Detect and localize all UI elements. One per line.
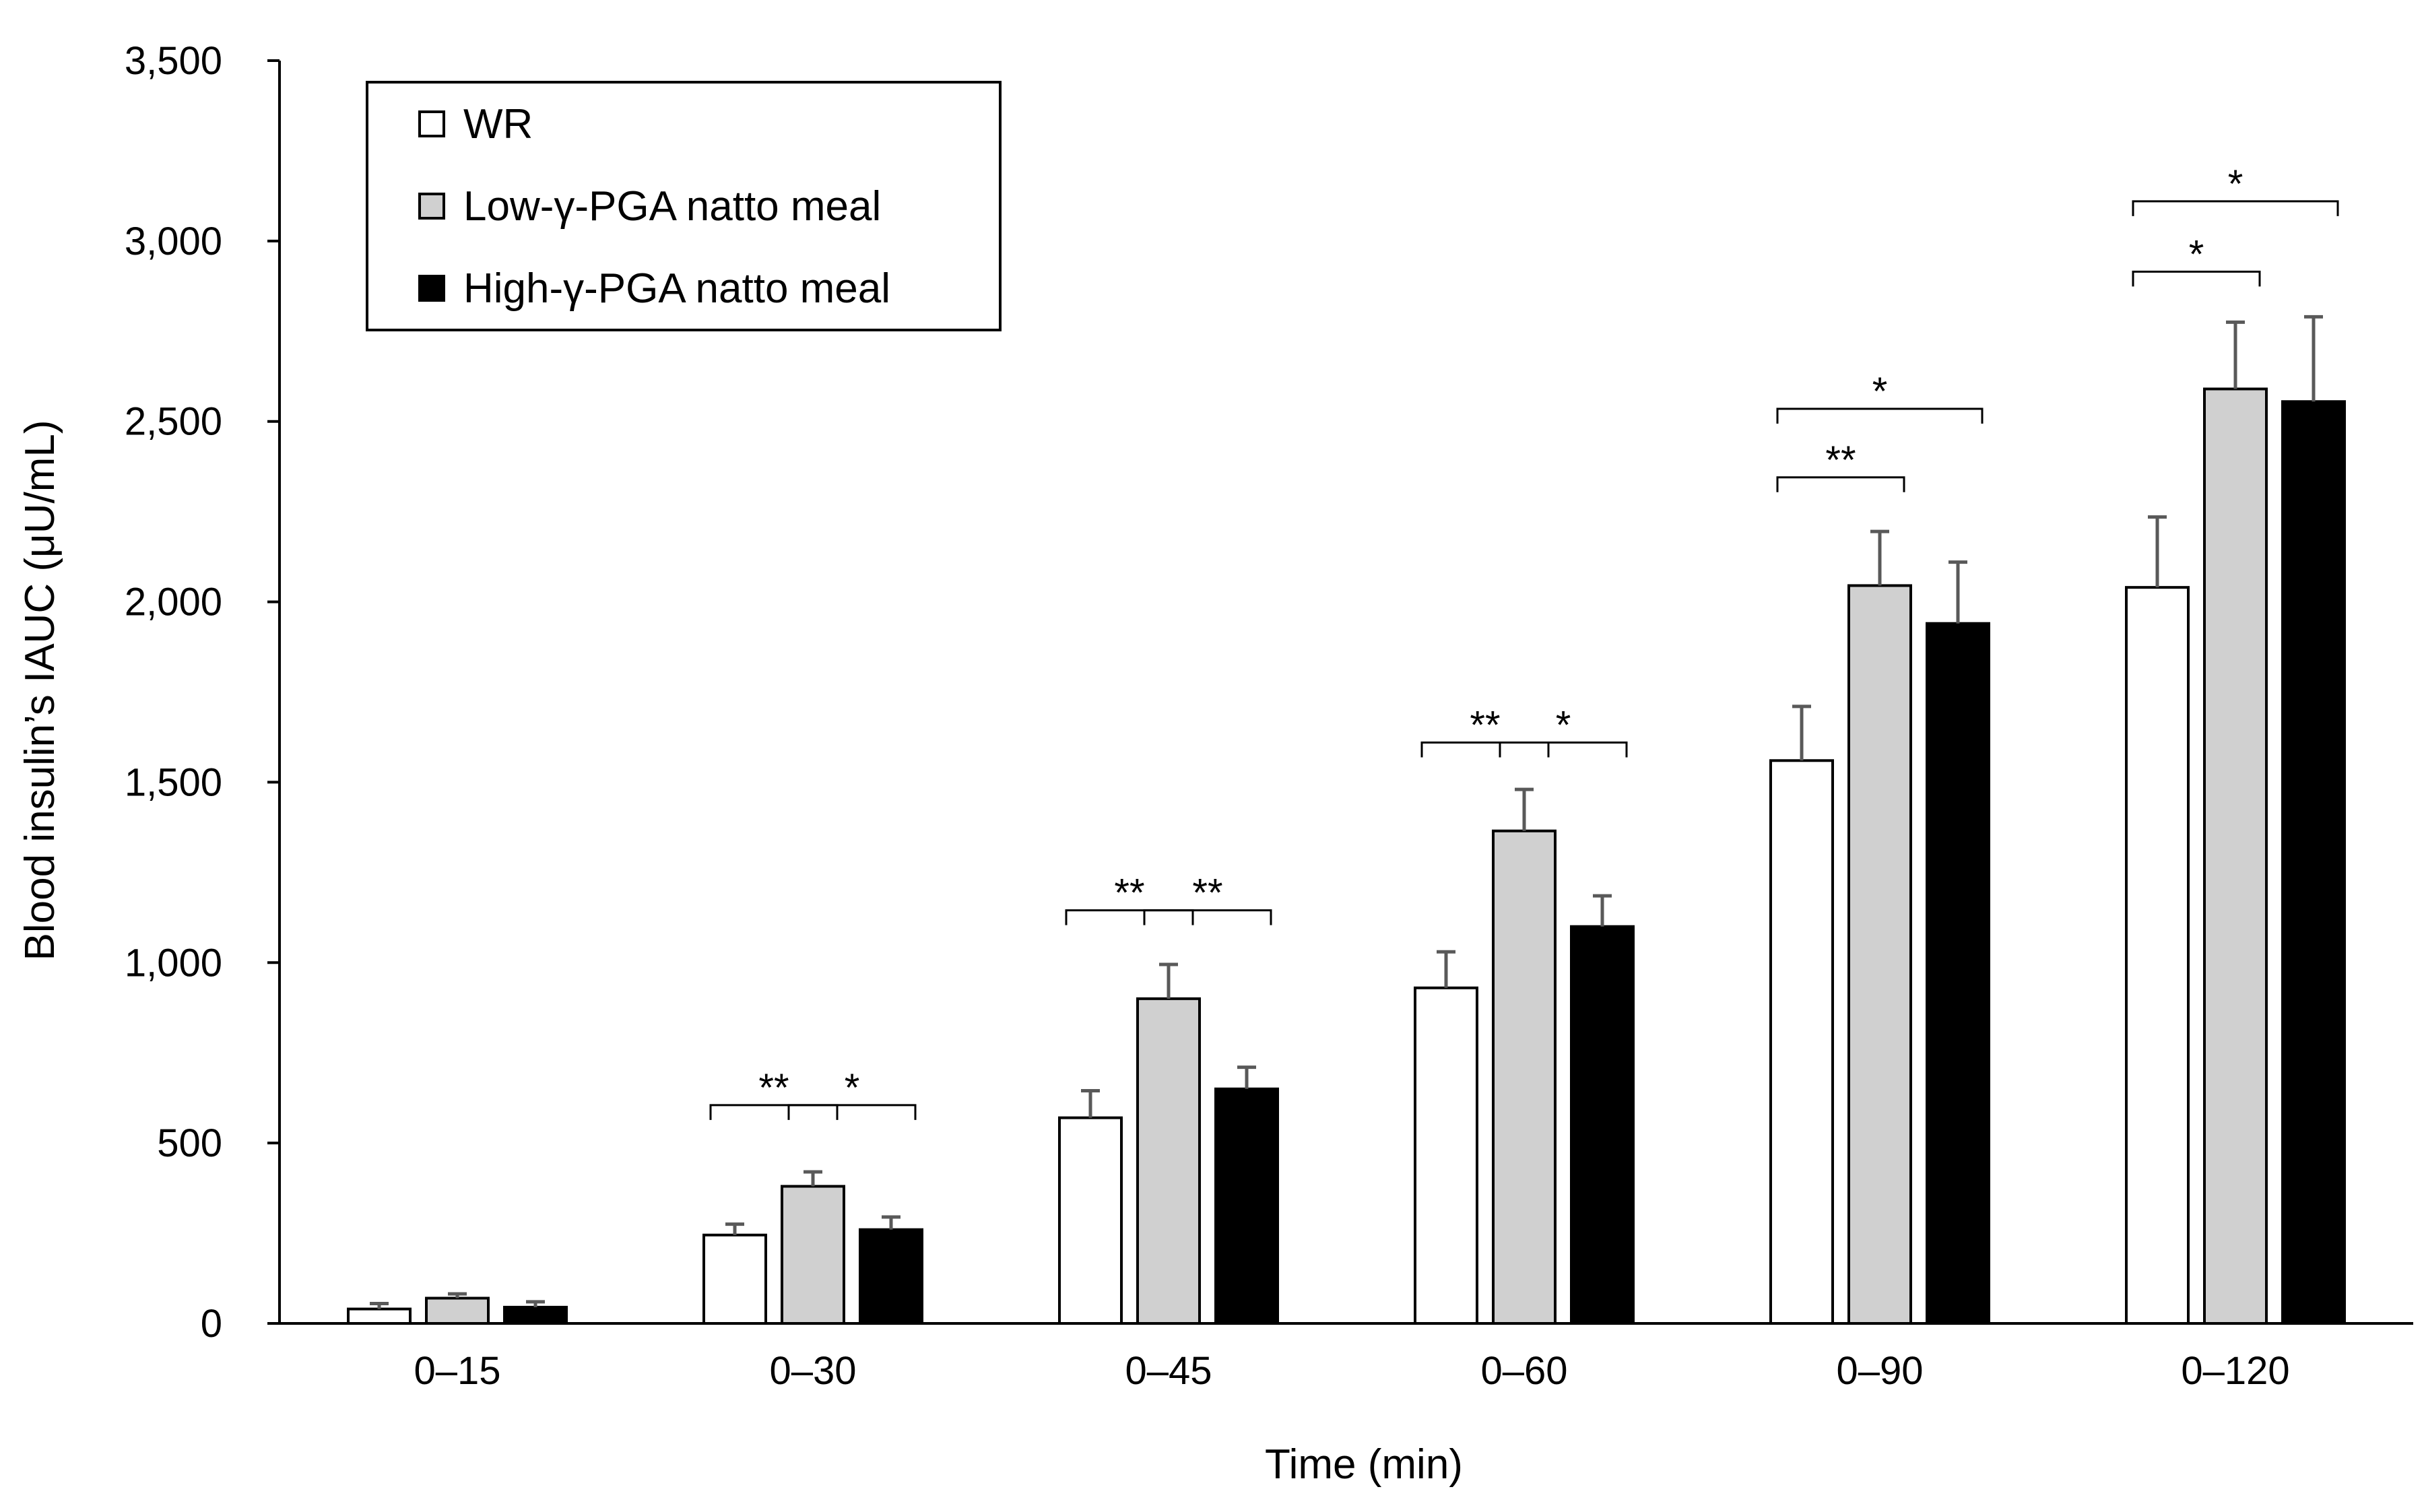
error-bar [526,1300,545,1307]
significance-bracket: * [2132,162,2339,216]
significance-bracket: ** [1143,872,1272,925]
bar-high-pga-natto-meal-1 [859,1228,923,1325]
error-bar [1593,894,1612,927]
legend-swatch [418,193,445,220]
significance-label: * [1872,370,1888,414]
error-bar [448,1292,467,1299]
bar-high-pga-natto-meal-0 [503,1305,568,1325]
significance-label: ** [1470,704,1500,748]
error-bar [1437,950,1455,988]
error-bar [1792,704,1811,761]
y-tick-label: 3,000 [125,220,222,263]
x-tick-label: 0–120 [2181,1349,2289,1393]
error-bar [2226,320,2245,389]
bar-wr-1 [702,1233,767,1325]
bar-low-pga-natto-meal-5 [2203,387,2268,1325]
bar-high-pga-natto-meal-2 [1214,1087,1279,1325]
error-bar [1515,787,1534,831]
bars-layer [347,387,2346,1325]
legend-swatch [418,110,445,137]
x-tick-label: 0–15 [414,1349,500,1393]
significance-bracket: * [787,1066,917,1120]
significance-bracket: ** [1420,704,1550,758]
bar-wr-0 [347,1307,412,1325]
significance-bracket: ** [1065,872,1194,925]
y-tick-label: 1,500 [125,760,222,804]
bar-high-pga-natto-meal-3 [1570,925,1635,1325]
error-bar [2148,515,2167,588]
bar-wr-3 [1414,986,1478,1325]
bar-low-pga-natto-meal-0 [425,1296,490,1325]
error-bar [1948,560,1967,624]
y-tick-label: 2,500 [125,400,222,444]
significance-bracket: ** [709,1066,839,1120]
legend-entry: Low-γ-PGA natto meal [418,183,881,230]
significance-label: ** [1192,872,1222,915]
y-tick-label: 1,000 [125,941,222,985]
significance-label: ** [758,1066,789,1110]
significance-label: * [1556,704,1571,748]
y-axis-title: Blood insulin’s IAUC (μU/mL) [17,420,63,961]
bar-wr-5 [2125,586,2190,1325]
bar-wr-4 [1769,759,1834,1325]
legend-entry: High-γ-PGA natto meal [418,265,890,312]
error-bar [2304,315,2323,402]
significance-label: * [2228,162,2243,206]
significance-bracket: * [1776,370,1984,424]
legend: WR Low-γ-PGA natto meal High-γ-PGA natto m… [366,81,1002,331]
bar-low-pga-natto-meal-4 [1847,584,1912,1325]
error-bar [1159,962,1178,999]
error-bar [1237,1065,1256,1089]
x-tick-label: 0–45 [1125,1349,1212,1393]
error-bar [1870,529,1889,586]
x-tick-label: 0–90 [1836,1349,1923,1393]
x-axis-title: Time (min) [1265,1441,1463,1488]
significance-layer: ** *** **** ****** [709,162,2339,1120]
y-tick-label: 2,000 [125,581,222,624]
significance-label: * [845,1066,860,1110]
bar-low-pga-natto-meal-3 [1492,829,1557,1325]
significance-bracket: * [2132,232,2261,287]
error-bar [725,1222,744,1235]
x-tick-label: 0–60 [1480,1349,1567,1393]
error-bar [804,1170,822,1187]
error-bar [370,1302,389,1309]
significance-bracket: ** [1776,438,1905,492]
y-tick-label: 0 [201,1302,222,1346]
legend-entry: WR [418,101,533,147]
significance-bracket: * [1499,704,1628,758]
significance-label: ** [1114,872,1144,915]
legend-swatch [418,275,445,302]
y-tick-label: 3,500 [125,39,222,83]
bar-high-pga-natto-meal-4 [1926,622,1990,1325]
bar-low-pga-natto-meal-2 [1136,997,1201,1325]
legend-label: Low-γ-PGA natto meal [463,183,881,230]
legend-label: WR [463,101,533,147]
error-bars-layer [370,315,2323,1309]
y-tick-label: 500 [157,1121,222,1165]
legend-label: High-γ-PGA natto meal [463,265,890,312]
error-bar [882,1215,900,1230]
significance-label: ** [1825,438,1856,482]
significance-label: * [2189,232,2204,276]
error-bar [1081,1088,1100,1118]
bar-high-pga-natto-meal-5 [2281,400,2346,1325]
axes-layer: 0 500 1,000 1,500 2,000 2,500 3,000 3,500 0–15 0–… [125,39,2413,1393]
legend-box [366,81,1002,331]
bar-wr-2 [1058,1116,1123,1325]
bar-low-pga-natto-meal-1 [781,1185,845,1325]
x-tick-label: 0–30 [769,1349,856,1393]
